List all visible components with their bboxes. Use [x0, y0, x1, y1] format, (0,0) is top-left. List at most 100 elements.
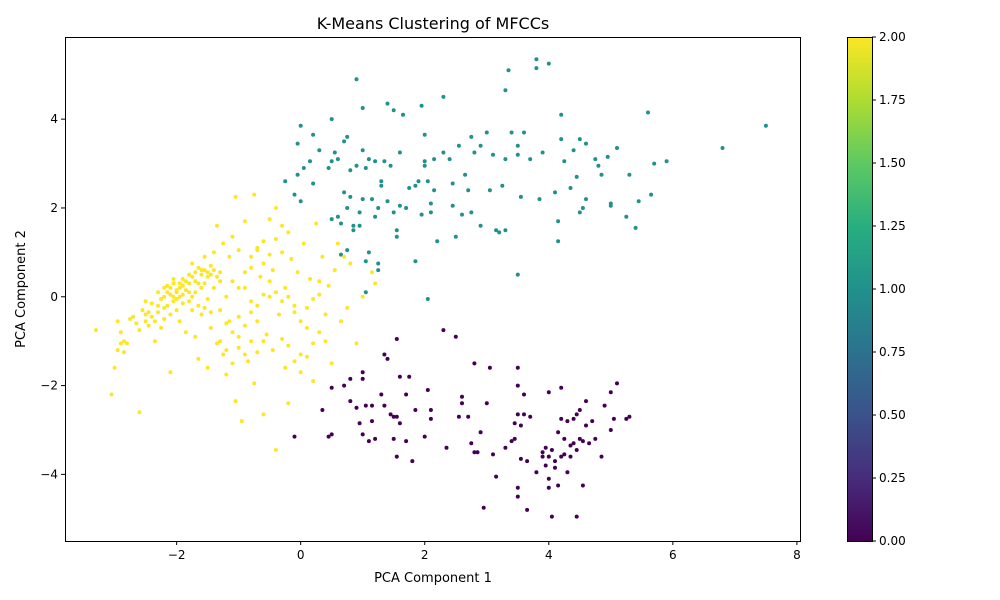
data-point-cluster-1 — [494, 228, 499, 233]
data-point-cluster-2 — [208, 272, 213, 277]
data-point-cluster-2 — [317, 279, 322, 284]
data-point-cluster-2 — [190, 261, 195, 266]
data-point-cluster-2 — [109, 392, 114, 397]
data-point-cluster-0 — [568, 443, 573, 448]
data-point-cluster-2 — [280, 223, 285, 228]
data-point-cluster-1 — [425, 179, 430, 184]
data-point-cluster-1 — [373, 214, 378, 219]
data-point-cluster-0 — [444, 445, 449, 450]
colorbar-tick-label: 0.75 — [879, 345, 906, 359]
data-point-cluster-0 — [549, 448, 554, 452]
data-point-cluster-0 — [584, 399, 588, 404]
data-point-cluster-0 — [590, 419, 595, 424]
data-point-cluster-2 — [267, 217, 272, 222]
data-point-cluster-1 — [422, 132, 427, 137]
data-point-cluster-1 — [385, 101, 390, 106]
data-point-cluster-2 — [283, 365, 288, 370]
data-point-cluster-0 — [515, 494, 520, 499]
data-point-cluster-0 — [410, 459, 415, 464]
data-point-cluster-1 — [308, 159, 312, 164]
data-point-cluster-0 — [394, 414, 399, 419]
data-point-cluster-1 — [503, 88, 508, 93]
data-point-cluster-2 — [267, 279, 272, 284]
data-point-cluster-2 — [196, 281, 201, 286]
data-point-cluster-1 — [605, 154, 610, 159]
data-point-cluster-0 — [491, 452, 495, 457]
data-point-cluster-2 — [249, 265, 254, 270]
data-point-cluster-1 — [537, 197, 542, 202]
data-point-cluster-1 — [441, 150, 446, 155]
data-point-cluster-1 — [553, 190, 557, 195]
data-point-cluster-1 — [636, 199, 641, 204]
data-point-cluster-0 — [481, 505, 486, 510]
data-point-cluster-1 — [608, 201, 613, 206]
data-point-cluster-2 — [236, 334, 241, 339]
data-point-cluster-2 — [236, 285, 241, 290]
data-point-cluster-2 — [156, 310, 160, 315]
data-point-cluster-2 — [224, 348, 229, 353]
data-point-cluster-2 — [339, 319, 343, 324]
data-point-cluster-0 — [460, 401, 464, 406]
data-point-cluster-1 — [335, 157, 340, 162]
data-point-cluster-2 — [146, 323, 151, 328]
data-point-cluster-2 — [199, 285, 204, 290]
data-point-cluster-2 — [273, 448, 278, 452]
data-point-cluster-0 — [627, 414, 632, 419]
data-point-cluster-0 — [599, 454, 604, 459]
data-point-cluster-2 — [177, 294, 182, 299]
data-point-cluster-2 — [193, 290, 198, 295]
data-point-cluster-2 — [202, 254, 207, 259]
data-point-cluster-2 — [190, 308, 195, 313]
data-point-cluster-1 — [388, 163, 393, 168]
colorbar-tick-label: 0.50 — [879, 408, 906, 422]
data-point-cluster-0 — [515, 365, 520, 370]
data-point-cluster-2 — [261, 412, 266, 417]
data-point-cluster-0 — [556, 430, 561, 435]
data-point-cluster-2 — [208, 310, 213, 315]
data-point-cluster-1 — [568, 186, 573, 190]
data-point-cluster-0 — [546, 485, 551, 490]
colorbar-ticks: 0.00 0.25 0.50 0.75 1.00 1.25 1.50 1.75 2.00 — [872, 30, 906, 548]
data-point-cluster-0 — [580, 439, 585, 444]
data-point-cluster-2 — [205, 297, 210, 301]
data-point-cluster-2 — [177, 319, 182, 324]
data-point-cluster-0 — [577, 408, 582, 412]
data-point-cluster-0 — [404, 392, 409, 397]
data-point-cluster-0 — [540, 450, 545, 455]
data-point-cluster-2 — [143, 312, 148, 317]
data-point-cluster-2 — [295, 270, 300, 275]
data-point-cluster-1 — [559, 112, 564, 117]
data-point-cluster-2 — [345, 305, 350, 310]
data-point-cluster-2 — [196, 356, 201, 361]
y-axis-ticks: −4 −2 0 2 4 — [40, 112, 65, 481]
data-point-cluster-0 — [357, 421, 362, 426]
data-point-cluster-2 — [342, 254, 347, 259]
data-point-cluster-0 — [373, 436, 378, 441]
data-point-cluster-0 — [562, 452, 567, 457]
data-point-cluster-0 — [556, 483, 561, 488]
data-point-cluster-1 — [370, 197, 374, 202]
data-point-cluster-2 — [261, 339, 266, 344]
data-point-cluster-1 — [593, 157, 598, 162]
y-tick-label: −2 — [40, 379, 58, 393]
data-point-cluster-1 — [391, 210, 396, 215]
data-point-cluster-1 — [354, 77, 359, 82]
data-point-cluster-1 — [522, 130, 526, 135]
data-point-cluster-2 — [317, 292, 322, 297]
data-point-cluster-1 — [360, 106, 365, 110]
data-point-cluster-0 — [602, 403, 607, 408]
data-point-cluster-1 — [528, 157, 533, 162]
data-point-cluster-0 — [407, 374, 412, 379]
data-point-cluster-2 — [249, 310, 254, 315]
data-point-cluster-0 — [472, 361, 477, 366]
data-point-cluster-0 — [525, 459, 530, 464]
data-point-cluster-0 — [342, 383, 347, 388]
data-point-cluster-2 — [326, 283, 331, 288]
data-point-cluster-1 — [348, 194, 353, 199]
data-point-cluster-1 — [342, 139, 347, 144]
data-point-cluster-2 — [273, 237, 278, 241]
data-point-cluster-0 — [522, 412, 526, 417]
data-point-cluster-1 — [354, 163, 359, 168]
data-point-cluster-2 — [205, 365, 210, 370]
x-tick-label: 4 — [545, 548, 553, 562]
